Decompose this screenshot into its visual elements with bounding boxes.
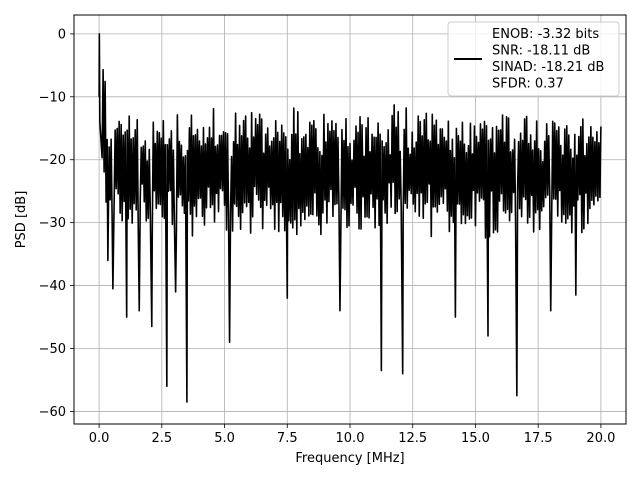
legend: ENOB: -3.32 bits SNR: -18.11 dB SINAD: -… [447, 21, 620, 97]
series-group [98, 33, 602, 403]
legend-line-snr: SNR: -18.11 dB [492, 44, 590, 59]
y-tick-label: 0 [58, 27, 66, 42]
x-tick-label: 10.0 [336, 431, 365, 446]
legend-line-sfdr: SFDR: 0.37 [492, 77, 564, 92]
y-tick-label: −10 [39, 90, 66, 105]
x-ticks: 0.0 2.5 5.0 7.5 10.0 12.5 15.0 17.5 20.0 [89, 424, 615, 446]
x-tick-label: 7.5 [277, 431, 298, 446]
y-axis-label: PSD [dB] [14, 191, 29, 249]
x-tick-label: 15.0 [461, 431, 490, 446]
y-tick-label: −40 [39, 279, 66, 294]
y-tick-label: −30 [39, 216, 66, 231]
legend-box [447, 21, 620, 97]
y-tick-label: −60 [39, 405, 66, 420]
y-tick-label: −20 [39, 153, 66, 168]
legend-line-enob: ENOB: -3.32 bits [492, 27, 599, 42]
x-tick-label: 20.0 [586, 431, 615, 446]
x-tick-label: 2.5 [151, 431, 172, 446]
y-tick-label: −50 [39, 342, 66, 357]
legend-line-sinad: SINAD: -18.21 dB [492, 60, 604, 75]
x-tick-label: 0.0 [89, 431, 110, 446]
x-tick-label: 17.5 [524, 431, 553, 446]
x-tick-label: 12.5 [398, 431, 427, 446]
x-axis-label: Frequency [MHz] [295, 451, 404, 466]
y-ticks: 0 −10 −20 −30 −40 −50 −60 [39, 27, 74, 420]
x-tick-label: 5.0 [214, 431, 235, 446]
psd-series-line [98, 33, 602, 403]
